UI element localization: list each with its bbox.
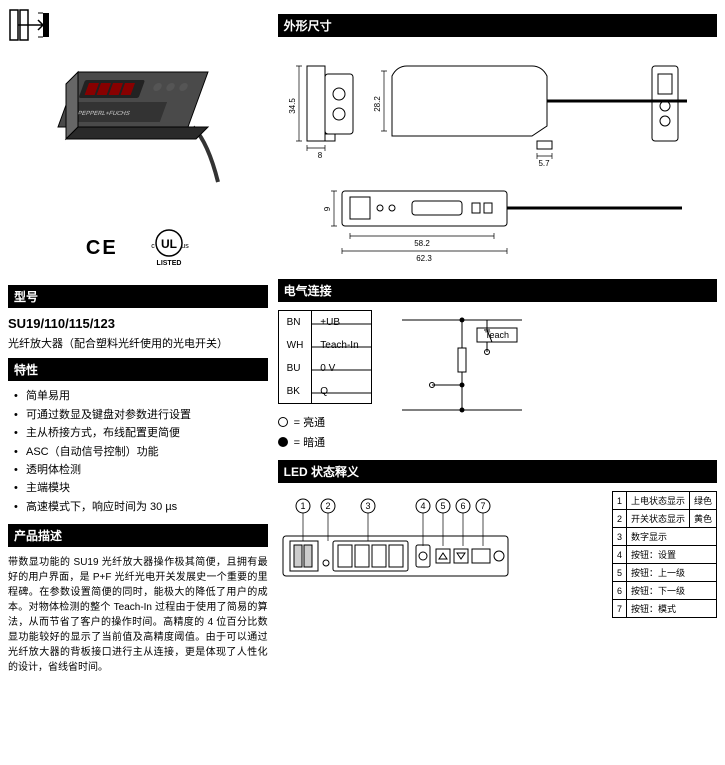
- svg-text:4: 4: [420, 501, 425, 511]
- feature-item: 高速模式下，响应时间为 30 µs: [14, 500, 268, 515]
- wire-bn: BN: [278, 311, 312, 335]
- led-row-num: 5: [612, 564, 626, 582]
- led-row-num: 3: [612, 528, 626, 546]
- legend-dark: = 暗通: [294, 434, 325, 450]
- led-row-label: 上电状态显示: [626, 492, 689, 510]
- circuit-diagram: Teach: [392, 310, 542, 433]
- feature-list: 简单易用 可通过数显及键盘对参数进行设置 主从桥接方式，布线配置更简便 ASC（…: [8, 381, 268, 518]
- mode-icon: [8, 8, 53, 43]
- led-row-label: 开关状态显示: [626, 510, 689, 528]
- description-text: 带数显功能的 SU19 光纤放大器操作极其简便，且拥有最好的用户界面，是 P+F…: [8, 555, 268, 675]
- led-row-label: 按钮：下一级: [626, 582, 716, 600]
- svg-text:62.3: 62.3: [417, 254, 433, 263]
- led-row-label: 按钮：上一级: [626, 564, 716, 582]
- svg-text:34.5: 34.5: [288, 97, 297, 113]
- svg-text:us: us: [181, 243, 189, 250]
- led-row-num: 4: [612, 546, 626, 564]
- svg-text:3: 3: [365, 501, 370, 511]
- svg-text:9: 9: [323, 206, 332, 211]
- svg-text:6: 6: [460, 501, 465, 511]
- feature-item: 主端模块: [14, 481, 268, 496]
- led-row-num: 2: [612, 510, 626, 528]
- led-row-num: 6: [612, 582, 626, 600]
- wire-bu: BU: [278, 357, 312, 380]
- ce-mark: CE: [86, 237, 118, 260]
- electrical-diagram: BN +UB WH Teach-In BU 0 V BK Q = 亮通 = 暗通: [278, 310, 717, 454]
- model-number: SU19/110/115/123: [8, 316, 268, 331]
- led-row-label: 按钮：设置: [626, 546, 716, 564]
- svg-text:8: 8: [318, 151, 323, 160]
- features-header: 特性: [8, 358, 268, 381]
- model-header: 型号: [8, 285, 268, 308]
- feature-item: 可通过数显及键盘对参数进行设置: [14, 408, 268, 423]
- feature-item: 主从桥接方式，布线配置更简便: [14, 426, 268, 441]
- wiring-table: BN +UB WH Teach-In BU 0 V BK Q: [278, 310, 373, 404]
- svg-text:28.2: 28.2: [373, 95, 382, 111]
- svg-text:PEPPERL+FUCHS: PEPPERL+FUCHS: [76, 110, 130, 117]
- legend-light: = 亮通: [294, 414, 325, 430]
- wire-bk: BK: [278, 380, 312, 404]
- led-row-label: 按钮：模式: [626, 600, 716, 618]
- description-header: 产品描述: [8, 524, 268, 547]
- svg-text:2: 2: [325, 501, 330, 511]
- electrical-header: 电气连接: [278, 279, 717, 302]
- led-table: 1上电状态显示绿色 2开关状态显示黄色 3数字显示 4按钮：设置 5按钮：上一级…: [612, 491, 717, 618]
- certifications: CE UL c us LISTED: [8, 227, 268, 269]
- svg-text:1: 1: [300, 501, 305, 511]
- led-row-num: 1: [612, 492, 626, 510]
- led-row-color: 绿色: [689, 492, 716, 510]
- led-header: LED 状态释义: [278, 460, 717, 483]
- model-description: 光纤放大器（配合塑料光纤使用的光电开关）: [8, 337, 268, 352]
- ul-mark: UL c us LISTED: [148, 227, 190, 269]
- feature-item: 简单易用: [14, 389, 268, 404]
- svg-text:UL: UL: [161, 237, 177, 251]
- led-row-label: 数字显示: [626, 528, 716, 546]
- feature-item: 透明体检测: [14, 463, 268, 478]
- svg-text:c: c: [151, 243, 155, 250]
- svg-text:5: 5: [440, 501, 445, 511]
- svg-text:58.2: 58.2: [415, 239, 431, 248]
- svg-text:7: 7: [480, 501, 485, 511]
- circle-filled-icon: [278, 437, 288, 447]
- dimensions-header: 外形尺寸: [278, 14, 717, 37]
- led-row-color: 黄色: [689, 510, 716, 528]
- led-diagram: 1 2 3 4 5 6 7: [278, 491, 602, 589]
- svg-text:Teach: Teach: [485, 330, 509, 340]
- svg-text:LISTED: LISTED: [156, 260, 181, 267]
- output-legend: = 亮通 = 暗通: [278, 414, 373, 450]
- svg-text:5.7: 5.7: [539, 159, 551, 168]
- product-photo: PEPPERL+FUCHS: [8, 47, 268, 207]
- circle-empty-icon: [278, 417, 288, 427]
- wire-wh: WH: [278, 334, 312, 357]
- feature-item: ASC（自动信号控制）功能: [14, 445, 268, 460]
- dimensions-diagram: 34.5 8 28.2 5.7: [278, 43, 717, 273]
- led-row-num: 7: [612, 600, 626, 618]
